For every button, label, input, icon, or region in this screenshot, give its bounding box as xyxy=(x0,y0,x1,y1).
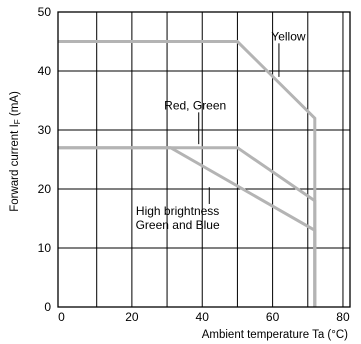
y-axis-label: Forward current IF (mA) xyxy=(9,91,22,212)
x-tick-labels: 0 20 40 60 80 xyxy=(58,310,350,324)
x-tick-label: 60 xyxy=(266,310,280,324)
annotation-label-1: Red, Green xyxy=(164,98,226,112)
annotation-label-0: Yellow xyxy=(271,29,306,43)
series-line-2 xyxy=(58,146,317,307)
annotation-pointers xyxy=(198,43,280,204)
y-axis-label-subscript: F xyxy=(13,119,22,124)
y-tick-labels: 0 10 20 30 40 50 xyxy=(38,5,52,314)
annotation-line: High brightness xyxy=(136,204,219,218)
y-axis-label-main: Forward current I xyxy=(9,124,21,212)
x-tick-label: 0 xyxy=(58,310,65,324)
y-tick-label: 0 xyxy=(44,300,51,314)
y-tick-label: 50 xyxy=(38,5,52,19)
series-curves xyxy=(58,40,317,307)
plot-frame xyxy=(57,11,351,308)
annotation-label-2: High brightness Green and Blue xyxy=(136,204,220,232)
y-tick-label: 10 xyxy=(38,241,52,255)
x-tick-label: 80 xyxy=(336,310,350,324)
y-tick-label: 20 xyxy=(38,182,52,196)
y-axis-label-unit: (mA) xyxy=(9,91,21,119)
annotation-labels: Yellow Red, Green High brightness Green and… xyxy=(136,29,306,232)
y-tick-label: 30 xyxy=(38,123,52,137)
grid-lines xyxy=(58,12,350,307)
annotation-line: Red, Green xyxy=(164,98,226,112)
x-tick-label: 20 xyxy=(125,310,139,324)
annotation-line: Yellow xyxy=(271,29,306,43)
x-tick-label: 40 xyxy=(196,310,210,324)
x-axis-label: Ambient temperature Ta (°C) xyxy=(202,329,348,341)
annotation-line: Green and Blue xyxy=(136,218,220,232)
y-tick-label: 40 xyxy=(38,64,52,78)
